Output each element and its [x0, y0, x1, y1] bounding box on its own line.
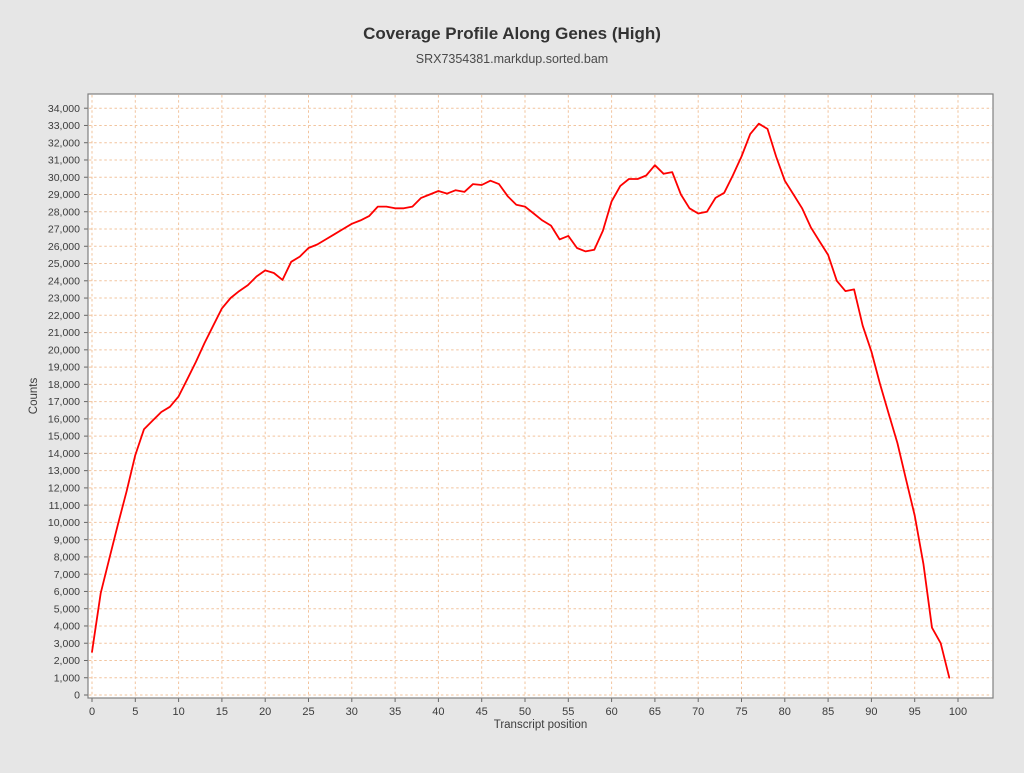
x-tick-label: 70: [692, 706, 704, 718]
x-tick-label: 10: [172, 706, 184, 718]
x-tick-label: 95: [909, 706, 921, 718]
x-tick-label: 5: [132, 706, 138, 718]
y-tick-label: 0: [74, 690, 80, 702]
x-tick-label: 20: [259, 706, 271, 718]
x-tick-label: 75: [735, 706, 747, 718]
y-tick-label: 22,000: [48, 310, 80, 322]
x-tick-labels: 0 5 10 15 20 25 30 35 40 45 50 55 60 65 70 75 80 85 90 95 10…: [89, 706, 967, 718]
x-tick-label: 25: [302, 706, 314, 718]
y-tick-label: 23,000: [48, 293, 80, 305]
y-tick-label: 12,000: [48, 482, 80, 494]
x-tick-label: 50: [519, 706, 531, 718]
y-tick-label: 34,000: [48, 103, 80, 115]
y-axis-title: Counts: [28, 378, 40, 415]
y-tick-label: 8,000: [54, 552, 80, 564]
plot-area: [88, 94, 993, 698]
y-tick-label: 18,000: [48, 379, 80, 391]
y-tick-label: 9,000: [54, 534, 80, 546]
y-tick-labels: 0 1,000 2,000 3,000 4,000 5,000 6,000 7,000 8,00…: [48, 103, 80, 702]
y-tick-label: 4,000: [54, 621, 80, 633]
chart-subtitle: SRX7354381.markdup.sorted.bam: [415, 52, 609, 66]
y-tick-label: 24,000: [48, 275, 80, 287]
coverage-series-line: [91, 122, 951, 679]
y-tick-label: 13,000: [48, 465, 80, 477]
y-tick-label: 30,000: [48, 172, 80, 184]
y-tick-label: 5,000: [54, 603, 80, 615]
y-tick-label: 21,000: [48, 327, 80, 339]
y-tick-label: 19,000: [48, 362, 80, 374]
x-tick-label: 45: [476, 706, 488, 718]
y-tick-label: 29,000: [48, 189, 80, 201]
y-tick-label: 20,000: [48, 344, 80, 356]
y-tick-label: 6,000: [54, 586, 80, 598]
x-tick-label: 80: [779, 706, 791, 718]
x-tick-label: 30: [346, 706, 358, 718]
y-tick-label: 26,000: [48, 241, 80, 253]
y-tick-label: 15,000: [48, 431, 80, 443]
x-tick-label: 40: [432, 706, 444, 718]
y-tick-label: 14,000: [48, 448, 80, 460]
x-axis-title: Transcript position: [494, 719, 588, 731]
y-tick-label: 25,000: [48, 258, 80, 270]
x-tick-label: 0: [89, 706, 95, 718]
y-tick-label: 31,000: [48, 155, 80, 167]
y-tick-label: 1,000: [54, 672, 80, 684]
y-tick-label: 3,000: [54, 638, 80, 650]
x-tick-label: 60: [605, 706, 617, 718]
y-tick-label: 16,000: [48, 413, 80, 425]
x-tick-label: 85: [822, 706, 834, 718]
x-tick-label: 65: [649, 706, 661, 718]
x-tick-label: 90: [865, 706, 877, 718]
y-tick-label: 27,000: [48, 224, 80, 236]
y-tick-label: 11,000: [49, 500, 80, 512]
grid-layer: [89, 95, 992, 697]
x-tick-label: 55: [562, 706, 574, 718]
y-tick-label: 32,000: [48, 137, 80, 149]
x-tick-label: 35: [389, 706, 401, 718]
y-tick-label: 28,000: [48, 206, 80, 218]
chart-header: Coverage Profile Along Genes (High) SRX7…: [0, 0, 1024, 66]
y-tick-label: 10,000: [48, 517, 80, 529]
y-tick-label: 17,000: [48, 396, 80, 408]
chart-title: Coverage Profile Along Genes (High): [363, 24, 661, 43]
y-tick-label: 2,000: [54, 655, 80, 667]
x-tick-label: 100: [949, 706, 967, 718]
tick-marks: [84, 107, 959, 702]
y-tick-label: 33,000: [48, 120, 80, 132]
plot-border: [87, 93, 994, 699]
y-tick-label: 7,000: [54, 569, 80, 581]
x-tick-label: 15: [216, 706, 228, 718]
